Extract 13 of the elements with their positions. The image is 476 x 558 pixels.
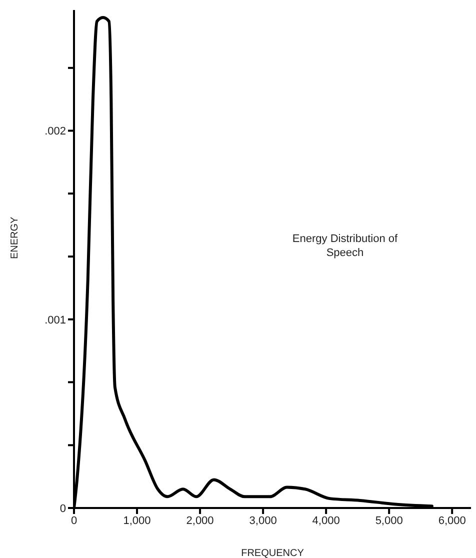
x-tick-label: 6,000: [438, 514, 466, 527]
x-tick-label: 0: [70, 514, 78, 527]
x-axis-title: FREQUENCY: [241, 548, 304, 558]
x-tick-label: 5,000: [375, 514, 403, 527]
x-tick-label: 4,000: [312, 514, 340, 527]
x-tick-label: 2,000: [186, 514, 214, 527]
x-tick-label: 1,000: [123, 514, 151, 527]
x-tick-label: 3,000: [249, 514, 277, 527]
y-axis-title: ENERGY: [10, 216, 21, 259]
y-tick-label: .002: [44, 126, 66, 138]
y-tick-label: 0: [60, 502, 66, 515]
annotation: Energy Distribution of Speech: [291, 232, 399, 260]
y-tick-label: .001: [44, 314, 66, 326]
